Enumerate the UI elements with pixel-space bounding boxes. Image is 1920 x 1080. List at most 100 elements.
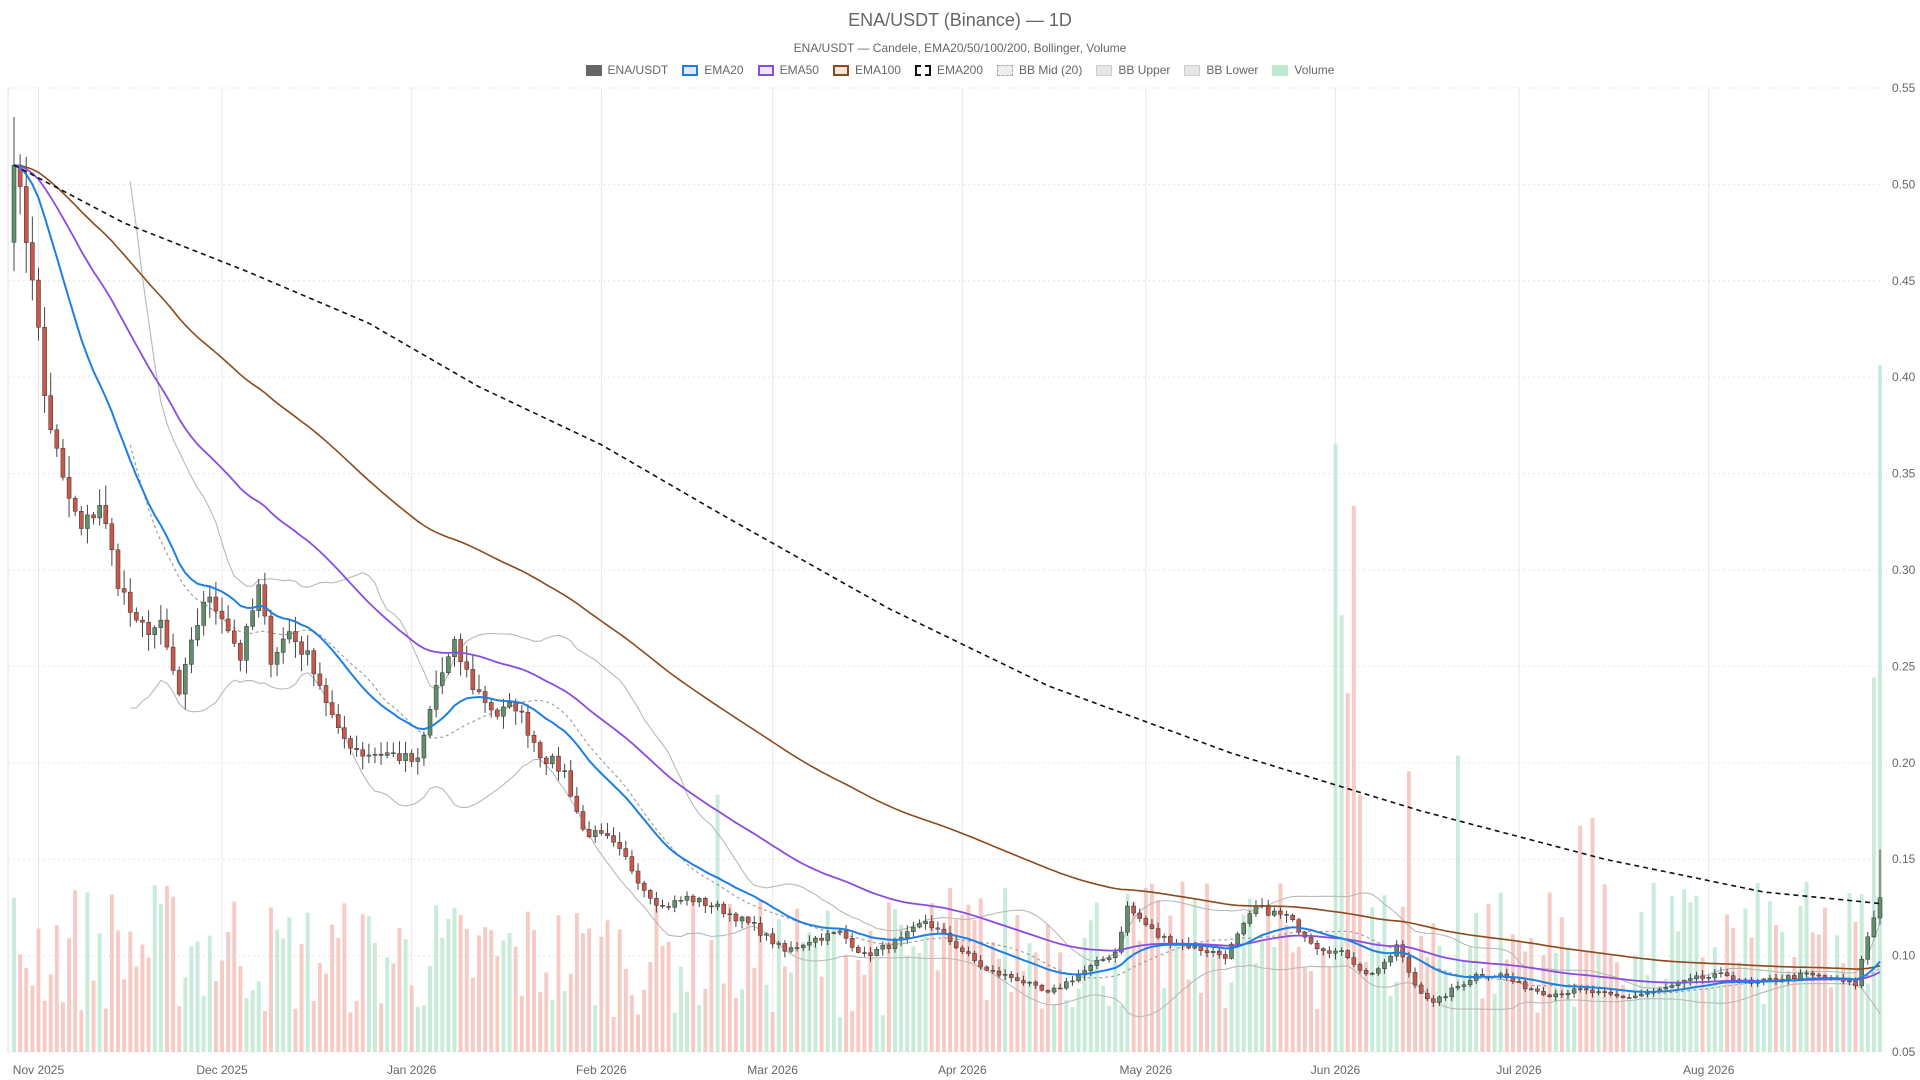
legend-item-volume[interactable]: Volume (1272, 63, 1334, 77)
x-tick-label: May 2026 (1119, 1063, 1172, 1077)
volume-bar (1535, 1012, 1540, 1052)
volume-bar (1168, 915, 1173, 1052)
candle-body (391, 752, 396, 754)
x-tick-label: Jan 2026 (387, 1063, 437, 1077)
candle-body (1529, 988, 1534, 991)
volume-bar (715, 794, 720, 1052)
candle-body (121, 588, 127, 593)
volume-bar (1596, 954, 1601, 1052)
candle-body (36, 279, 41, 328)
volume-bar (691, 902, 696, 1052)
volume-bar (629, 995, 634, 1052)
candle-body (1590, 989, 1595, 994)
volume-bar (189, 946, 194, 1052)
candle-body (1131, 905, 1136, 914)
candle-body (11, 164, 17, 243)
candle-body (452, 639, 457, 657)
legend-item-ema200[interactable]: EMA200 (914, 63, 983, 77)
legend-item-ema50[interactable]: EMA50 (757, 63, 819, 77)
candle-body (1363, 970, 1369, 975)
candle-body (770, 933, 775, 945)
candle-body (164, 619, 170, 648)
volume-bar (636, 1014, 640, 1052)
y-tick-label: 0.15 (1892, 852, 1916, 866)
volume-bar (1272, 947, 1277, 1052)
volume-bar (30, 985, 35, 1052)
volume-bar (599, 936, 604, 1052)
volume-bar (171, 896, 176, 1052)
candle-body (917, 923, 922, 928)
legend-item-ema100[interactable]: EMA100 (832, 63, 901, 77)
volume-bar (593, 1005, 598, 1052)
candle-body (868, 952, 873, 956)
candle-body (1125, 905, 1130, 933)
candle-body (1449, 987, 1455, 997)
candle-body (1064, 981, 1069, 989)
volume-bar (1621, 984, 1626, 1052)
candle-body (225, 618, 231, 632)
volume-bar (1015, 915, 1020, 1052)
candle-body (409, 753, 414, 762)
candle-body (1596, 991, 1601, 994)
candle-body (1602, 991, 1607, 993)
candle-body (599, 830, 604, 834)
candle-body (1376, 968, 1381, 974)
candle-body (268, 615, 274, 665)
volume-bar (856, 959, 861, 1052)
volume-bar (1841, 963, 1846, 1052)
volume-bar (507, 933, 512, 1052)
volume-bar (1602, 884, 1607, 1052)
candle-body (488, 702, 494, 711)
candle-body (1045, 990, 1051, 993)
legend-item-price[interactable]: ENA/USDT (585, 63, 668, 77)
legend-item-ema20[interactable]: EMA20 (682, 63, 744, 77)
x-tick-label: Mar 2026 (747, 1063, 798, 1077)
y-tick-label: 0.05 (1892, 1045, 1916, 1059)
volume-bar (672, 1012, 677, 1052)
volume-bar (311, 1001, 316, 1052)
volume-bar (440, 937, 445, 1052)
volume-bar (207, 935, 212, 1052)
volume-bar (1706, 979, 1711, 1052)
candle-body (758, 923, 763, 936)
candle-body (1204, 950, 1210, 953)
volume-bar (385, 957, 390, 1052)
volume-bars (12, 365, 1882, 1053)
volume-bar (366, 916, 371, 1052)
candle-body (1296, 919, 1302, 933)
volume-bar (1480, 998, 1485, 1052)
volume-bar (1663, 978, 1668, 1052)
volume-bar (880, 1015, 885, 1052)
legend-item-bbmid[interactable]: BB Mid (20) (997, 63, 1082, 77)
volume-bar (1670, 896, 1674, 1052)
candle-body (904, 931, 910, 938)
candle-body (660, 905, 665, 907)
volume-bar (1627, 999, 1632, 1052)
ema50-line (13, 164, 1881, 984)
volume-bar (678, 966, 683, 1052)
candle-body (1388, 955, 1393, 963)
candle-body (788, 947, 794, 952)
volume-bar (1351, 506, 1356, 1052)
candle-body (574, 795, 580, 812)
candle-body (1816, 974, 1822, 977)
candle-body (1033, 981, 1038, 986)
candle-body (244, 626, 249, 661)
volume-bar (562, 991, 567, 1052)
legend-item-bblower[interactable]: BB Lower (1184, 63, 1258, 77)
volume-bar (1284, 924, 1289, 1052)
candle-body (703, 898, 708, 907)
legend-label: BB Mid (20) (1019, 63, 1083, 77)
volume-bar (581, 933, 585, 1052)
candle-body (1571, 988, 1577, 994)
legend-item-bbupper[interactable]: BB Upper (1096, 63, 1170, 77)
volume-bar (1810, 932, 1815, 1052)
candle-body (690, 895, 696, 903)
volume-bar (281, 938, 286, 1052)
x-tick-label: Nov 2025 (13, 1063, 65, 1077)
candle-body (1431, 998, 1436, 1003)
candle-body (727, 913, 733, 916)
volume-bar (12, 897, 16, 1052)
y-tick-label: 0.40 (1892, 370, 1916, 384)
volume-bar (709, 940, 714, 1052)
